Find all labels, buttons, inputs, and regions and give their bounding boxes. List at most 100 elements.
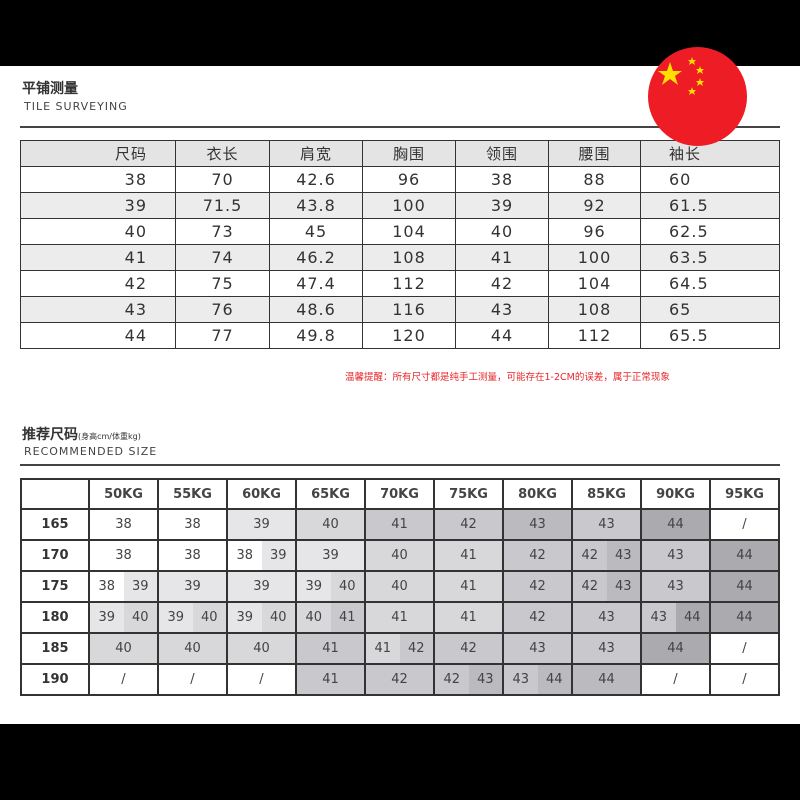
size-option: 43 [606,541,640,570]
column-header: 袖长 [640,140,780,167]
size-option: 43 [606,572,640,601]
size-cell: 39 [226,570,297,603]
table-cell: 92 [548,192,641,219]
size-option: 44 [675,603,709,632]
measurement-note: 温馨提醒：所有尺寸都是纯手工测量，可能存在1-2CM的误差，属于正常现象 [345,372,670,383]
size-cell: 42 43 [571,570,642,603]
column-header: 胸围 [362,140,456,167]
table-row: 42 75 47.4 112 42 104 64.5 [20,270,780,297]
size-cell: 39 [157,570,228,603]
table-cell: 42 [455,270,549,297]
measurement-table: 尺码 衣长 肩宽 胸围 领围 腰围 袖长 38 70 42.6 96 38 88 60 39 71.5 43.8… [20,140,780,349]
size-option: 44 [537,665,571,694]
table-cell: 60 [640,166,780,193]
size-cell: / [709,663,780,696]
table-cell: 71.5 [175,192,270,219]
table-cell: 108 [362,244,456,271]
size-cell: / [709,508,780,541]
table-cell: 112 [362,270,456,297]
table-cell: 75 [175,270,270,297]
recommend-subtitle: RECOMMENDED SIZE [24,445,158,458]
size-cell: 42 [502,601,573,634]
weight-header: 50KG [88,478,159,510]
size-option: 42 [573,541,607,570]
weight-header: 75KG [433,478,504,510]
size-cell: 41 [295,632,366,665]
table-cell: 65 [640,296,780,323]
size-option: 40 [297,603,331,632]
table-row: 165 38 38 39 40 41 42 43 43 44/ [20,508,780,541]
size-cell: 41 42 [364,632,435,665]
table-row: 41 74 46.2 108 41 100 63.5 [20,244,780,271]
size-cell: 41 [364,601,435,634]
table-cell: 76 [175,296,270,323]
table-cell: 100 [548,244,641,271]
table-cell: 96 [548,218,641,245]
china-flag-icon [648,47,747,146]
size-cell: 41 [433,601,504,634]
size-cell: 44 [709,539,780,572]
size-option: 42 [573,572,607,601]
size-cell: 43 [502,632,573,665]
table-cell: 38 [20,166,176,193]
table-cell: 38 [455,166,549,193]
table-row: 38 70 42.6 96 38 88 60 [20,166,780,193]
size-option: 40 [123,603,157,632]
size-option: 41 [366,634,400,663]
weight-header: 65KG [295,478,366,510]
table-cell: 45 [269,218,363,245]
size-cell: 41 [433,539,504,572]
size-cell: 43 [571,632,642,665]
table-cell: 73 [175,218,270,245]
size-cell: 38 [157,539,228,572]
table-cell: 65.5 [640,322,780,349]
size-option: 41 [330,603,364,632]
weight-header: 90KG [640,478,711,510]
size-option: 43 [504,665,538,694]
divider [20,464,780,466]
table-row: 180 39 40 39 40 39 40 40 41 41 41 42 43 43 44 44 [20,601,780,634]
table-cell: 40 [20,218,176,245]
table-cell: 100 [362,192,456,219]
weight-header: 55KG [157,478,228,510]
size-cell: 41 [433,570,504,603]
size-cell: / [640,663,711,696]
height-label: 180 [20,601,90,634]
size-cell: 43 [640,539,711,572]
weight-header: 70KG [364,478,435,510]
table-cell: 44 [455,322,549,349]
size-option: 43 [642,603,676,632]
recommended-size-table: 50KG 55KG 60KG 65KG 70KG 75KG 80KG 85KG 90KG 95KG… [20,478,780,696]
weight-header: 95KG [709,478,780,510]
size-cell: / [88,663,159,696]
weight-header: 85KG [571,478,642,510]
size-cell: 38 [88,539,159,572]
size-cell: 40 [157,632,228,665]
table-row: 43 76 48.6 116 43 108 65 [20,296,780,323]
split-size: 40 41 [297,603,364,632]
split-size: 39 40 [228,603,295,632]
table-cell: 42 [20,270,176,297]
size-cell: 42 [433,632,504,665]
split-size: 43 44 [642,603,709,632]
size-cell: 43 [571,508,642,541]
column-header: 肩宽 [269,140,363,167]
height-label: 175 [20,570,90,603]
table-cell: 62.5 [640,218,780,245]
table-cell: 40 [455,218,549,245]
table-cell: 120 [362,322,456,349]
table-header-row: 尺码 衣长 肩宽 胸围 领围 腰围 袖长 [20,140,780,167]
size-cell: 40 [226,632,297,665]
size-cell: 42 [364,663,435,696]
size-cell: 41 [295,663,366,696]
split-size: 42 43 [573,572,640,601]
size-option: 38 [90,572,124,601]
height-label: 190 [20,663,90,696]
recommend-title: 推荐尺码(身高cm/体重kg) [22,427,141,443]
table-row: 190///41 42 42 43 43 44 44// [20,663,780,696]
size-cell: 42 43 [571,539,642,572]
table-row: 185 40 40 40 41 41 42 42 43 43 44/ [20,632,780,665]
split-size: 42 43 [573,541,640,570]
table-cell: 108 [548,296,641,323]
height-label: 185 [20,632,90,665]
